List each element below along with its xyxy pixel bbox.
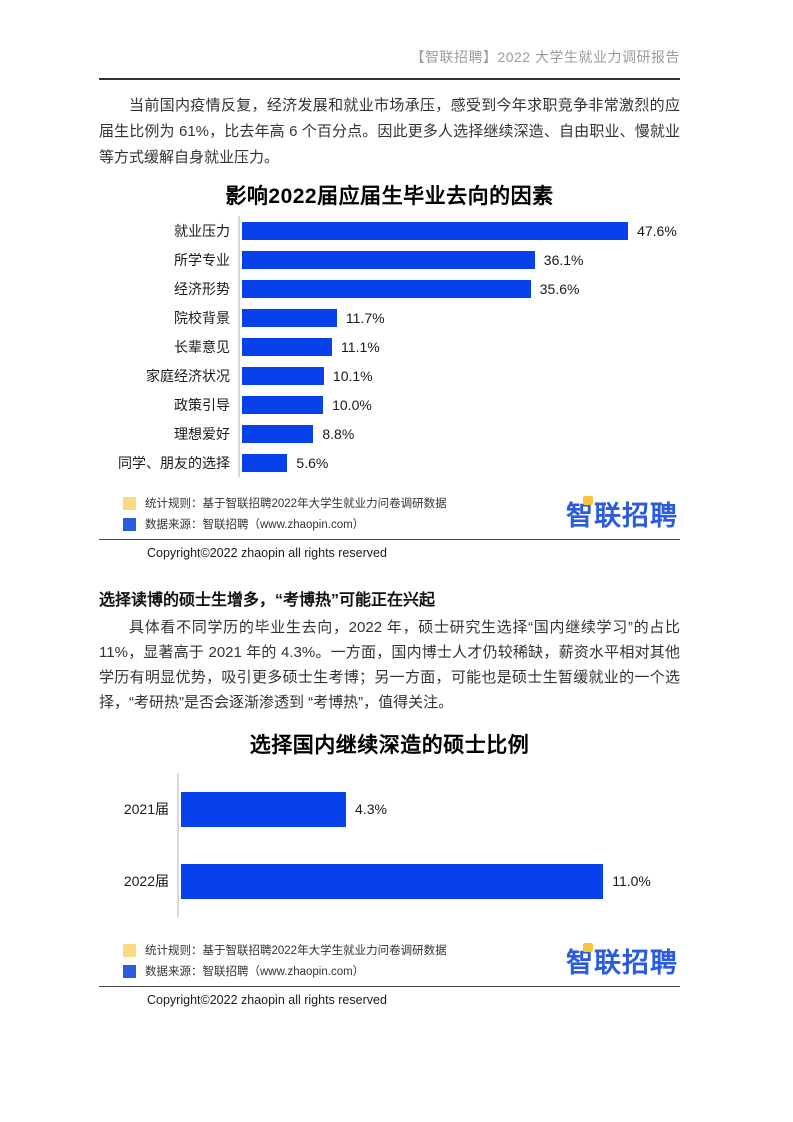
plot-area: 11.7% — [238, 303, 680, 332]
value-label: 10.0% — [332, 396, 372, 413]
chart-row: 2022届 11.0% — [99, 845, 680, 917]
chart-row: 所学专业 36.1% — [99, 245, 680, 274]
legend-item-source: 数据来源：智联招聘（www.zhaopin.com） — [123, 963, 447, 979]
plot-area: 47.6% — [238, 216, 680, 245]
legend-and-logo: 统计规则：基于智联招聘2022年大学生就业力问卷调研数据 数据来源：智联招聘（w… — [123, 494, 680, 533]
bar — [181, 791, 347, 827]
category-label: 政策引导 — [174, 396, 230, 413]
legend-rule-swatch — [123, 496, 136, 510]
divider-line — [99, 539, 680, 540]
value-label: 11.7% — [345, 309, 385, 326]
copyright-text: Copyright©2022 zhaopin all rights reserv… — [147, 993, 387, 1007]
chart-section-graduation-factors: 影响2022届应届生毕业去向的因素 就业压力 47.6% 所学专业 36.1% 经济形势… — [99, 180, 680, 560]
bar — [242, 221, 629, 240]
chart-title: 影响2022届应届生毕业去向的因素 — [225, 185, 554, 208]
plot-area: 8.8% — [238, 419, 680, 448]
category-label: 2021届 — [123, 801, 169, 817]
chart-row: 就业压力 47.6% — [99, 216, 680, 245]
section-heading: 选择读博的硕士生增多，“考博热”可能正在兴起 — [99, 592, 436, 609]
bar — [242, 424, 314, 443]
divider-line — [99, 986, 680, 987]
bar — [242, 366, 324, 385]
plot-area: 35.6% — [238, 274, 680, 303]
chart-row: 同学、朋友的选择 5.6% — [99, 448, 680, 477]
chart-row: 2021届 4.3% — [99, 773, 680, 845]
chart-row: 政策引导 10.0% — [99, 390, 680, 419]
bar-chart-masters-ratio: 2021届 4.3% 2022届 11.0% — [99, 773, 680, 917]
category-label: 长辈意见 — [174, 338, 230, 355]
category-label: 2022届 — [123, 873, 169, 889]
section-paragraph: 具体看不同学历的毕业生去向，2022 年，硕士研究生选择“国内继续学习”的占比 … — [99, 619, 680, 711]
zhaopin-logo: 智联招聘 — [566, 941, 678, 980]
chart-section-masters-ratio: 选择国内继续深造的硕士比例 2021届 4.3% 2022届 11.0% 统计规则：基… — [99, 729, 680, 1007]
chart-title: 选择国内继续深造的硕士比例 — [249, 734, 530, 757]
zhaopin-logo: 智联招聘 — [566, 494, 678, 533]
chart-row: 理想爱好 8.8% — [99, 419, 680, 448]
logo-text: 智联招聘 — [566, 501, 678, 531]
plot-area: 11.1% — [238, 332, 680, 361]
plot-area: 5.6% — [238, 448, 680, 477]
chart-legend: 统计规则：基于智联招聘2022年大学生就业力问卷调研数据 数据来源：智联招聘（w… — [123, 495, 447, 532]
value-label: 11.0% — [612, 873, 651, 889]
legend-and-logo: 统计规则：基于智联招聘2022年大学生就业力问卷调研数据 数据来源：智联招聘（w… — [123, 941, 680, 980]
value-label: 8.8% — [322, 425, 355, 442]
legend-item-rule: 统计规则：基于智联招聘2022年大学生就业力问卷调研数据 — [123, 495, 447, 511]
plot-area: 36.1% — [238, 245, 680, 274]
copyright-text: Copyright©2022 zhaopin all rights reserv… — [147, 546, 387, 560]
value-label: 5.6% — [296, 454, 329, 471]
category-label: 院校背景 — [174, 309, 230, 326]
legend-rule-label: 统计规则：基于智联招聘2022年大学生就业力问卷调研数据 — [145, 945, 447, 957]
value-label: 36.1% — [543, 251, 584, 268]
legend-source-label: 数据来源：智联招聘（www.zhaopin.com） — [145, 519, 365, 531]
legend-item-rule: 统计规则：基于智联招聘2022年大学生就业力问卷调研数据 — [123, 942, 447, 958]
category-label: 就业压力 — [174, 222, 230, 239]
plot-area: 4.3% — [177, 773, 680, 845]
legend-source-label: 数据来源：智联招聘（www.zhaopin.com） — [145, 966, 365, 978]
legend-rule-label: 统计规则：基于智联招聘2022年大学生就业力问卷调研数据 — [145, 498, 447, 510]
category-label: 理想爱好 — [174, 425, 230, 442]
chart-legend: 统计规则：基于智联招聘2022年大学生就业力问卷调研数据 数据来源：智联招聘（w… — [123, 942, 447, 979]
bar — [242, 395, 324, 414]
bar — [242, 308, 337, 327]
value-label: 11.1% — [341, 338, 380, 355]
category-label: 同学、朋友的选择 — [118, 454, 230, 471]
plot-area: 11.0% — [177, 845, 680, 917]
value-label: 10.1% — [332, 367, 373, 384]
bar — [181, 863, 604, 899]
intro-paragraph: 当前国内疫情反复，经济发展和就业市场承压，感受到今年求职竞争非常激烈的应届生比例… — [99, 97, 680, 166]
chart-row: 院校背景 11.7% — [99, 303, 680, 332]
category-label: 家庭经济状况 — [146, 367, 230, 384]
plot-area: 10.0% — [238, 390, 680, 419]
bar — [242, 453, 288, 472]
logo-text: 智联招聘 — [566, 948, 678, 978]
value-label: 47.6% — [637, 222, 677, 239]
legend-rule-swatch — [123, 943, 136, 957]
logo-accent-dot — [583, 496, 593, 505]
legend-item-source: 数据来源：智联招聘（www.zhaopin.com） — [123, 516, 447, 532]
category-label: 所学专业 — [174, 251, 230, 268]
page-header: 【智联招聘】2022 大学生就业力调研报告 — [99, 0, 680, 80]
logo-accent-dot — [583, 943, 593, 952]
plot-area: 10.1% — [238, 361, 680, 390]
chart-row: 长辈意见 11.1% — [99, 332, 680, 361]
value-label: 4.3% — [355, 801, 387, 817]
chart-row: 经济形势 35.6% — [99, 274, 680, 303]
bar — [242, 337, 333, 356]
bar — [242, 250, 535, 269]
chart-row: 家庭经济状况 10.1% — [99, 361, 680, 390]
legend-source-swatch — [123, 964, 136, 978]
report-header-title: 【智联招聘】2022 大学生就业力调研报告 — [410, 49, 680, 65]
category-label: 经济形势 — [174, 280, 230, 297]
bar-chart-graduation-factors: 就业压力 47.6% 所学专业 36.1% 经济形势 35.6% 院校背景 11.7% 长辈意见… — [99, 216, 680, 477]
value-label: 35.6% — [539, 280, 580, 297]
bar — [242, 279, 531, 298]
legend-source-swatch — [123, 517, 136, 531]
